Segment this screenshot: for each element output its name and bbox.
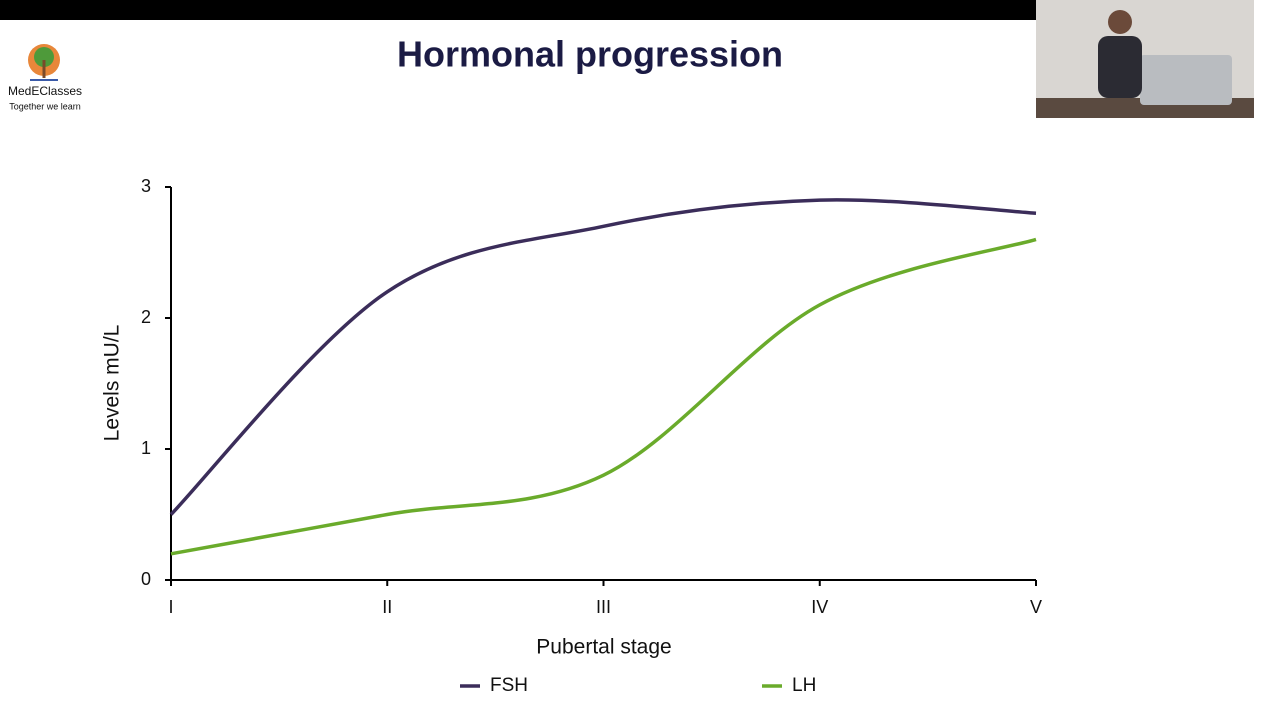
logo-name: MedEClasses — [8, 84, 82, 98]
logo: MedEClasses Together we learn — [8, 44, 82, 111]
y-tick-label: 2 — [141, 307, 151, 327]
top-bar — [0, 0, 1036, 20]
x-tick-label: III — [596, 597, 611, 617]
line — [169, 198, 1037, 516]
y-tick-label: 0 — [141, 569, 151, 589]
x-tick-label: IV — [811, 597, 828, 617]
x-tick-label: II — [382, 597, 392, 617]
x-axis-label: Pubertal stage — [536, 636, 671, 659]
y-axis-label: Levels mU/L — [101, 325, 124, 442]
logo-tagline: Together we learn — [9, 101, 81, 111]
line — [170, 237, 1037, 556]
y-tick-label: 1 — [141, 438, 151, 458]
legend-label: LH — [792, 675, 816, 696]
chart-title: Hormonal progression — [397, 34, 783, 75]
legend-label: FSH — [490, 675, 528, 696]
webcam — [1036, 0, 1254, 118]
x-tick-label: I — [168, 597, 173, 617]
y-tick-label: 3 — [141, 176, 151, 196]
x-tick-label: V — [1030, 597, 1042, 617]
